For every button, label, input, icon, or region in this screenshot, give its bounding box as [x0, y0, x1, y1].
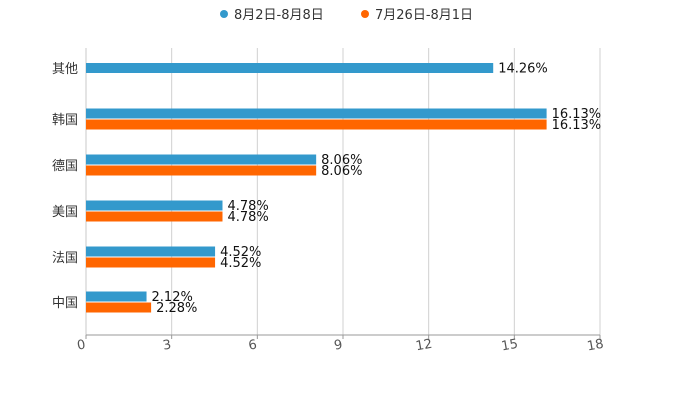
- bar-series-2-4: [86, 257, 216, 268]
- bar-series-1-0: [86, 63, 494, 73]
- value-label-series-1-4: 4.52%: [220, 245, 261, 260]
- category-label-3: 美国: [52, 205, 78, 220]
- value-label-series-1-1: 16.13%: [552, 107, 602, 122]
- legend: 8月2日-8月8日 7月26日-8月1日: [0, 4, 700, 23]
- bar-series-2-2: [86, 165, 317, 176]
- value-label-series-2-5: 2.28%: [156, 301, 197, 316]
- legend-swatch-series-2: [361, 9, 369, 18]
- category-label-4: 法国: [52, 251, 78, 266]
- bar-series-1-2: [86, 154, 317, 165]
- bar-series-2-1: [86, 119, 547, 130]
- value-label-series-1-5: 2.12%: [152, 290, 193, 305]
- x-tick-label-5: 15: [500, 337, 519, 355]
- bar-series-2-5: [86, 302, 152, 313]
- category-label-1: 韩国: [52, 113, 78, 128]
- bar-series-1-1: [86, 108, 547, 119]
- value-label-series-2-3: 4.78%: [227, 210, 268, 225]
- value-label-series-1-0: 14.26%: [498, 62, 548, 77]
- category-label-2: 德国: [52, 159, 78, 174]
- x-tick-label-3: 9: [333, 337, 344, 353]
- bar-series-2-3: [86, 211, 223, 222]
- legend-item-series-1[interactable]: 8月2日-8月8日: [220, 4, 324, 23]
- legend-item-series-2[interactable]: 7月26日-8月1日: [361, 4, 473, 23]
- value-label-series-2-4: 4.52%: [220, 256, 261, 271]
- bar-series-1-3: [86, 200, 223, 211]
- value-label-series-2-1: 16.13%: [552, 118, 602, 133]
- legend-label-series-1: 8月2日-8月8日: [234, 8, 324, 23]
- legend-swatch-series-1: [220, 9, 228, 18]
- value-label-series-1-3: 4.78%: [227, 199, 268, 214]
- x-tick-label-0: 0: [76, 337, 87, 353]
- bar-series-1-5: [86, 291, 147, 302]
- x-tick-label-2: 6: [247, 337, 258, 353]
- x-tick-label-1: 3: [162, 337, 173, 353]
- legend-label-series-2: 7月26日-8月1日: [375, 8, 474, 23]
- category-label-0: 其他: [52, 62, 78, 77]
- value-label-series-1-2: 8.06%: [321, 153, 362, 168]
- x-tick-label-4: 12: [415, 337, 434, 355]
- category-label-5: 中国: [52, 296, 78, 311]
- value-label-series-2-2: 8.06%: [321, 164, 362, 179]
- x-tick-label-6: 18: [586, 337, 605, 355]
- bar-series-1-4: [86, 246, 216, 257]
